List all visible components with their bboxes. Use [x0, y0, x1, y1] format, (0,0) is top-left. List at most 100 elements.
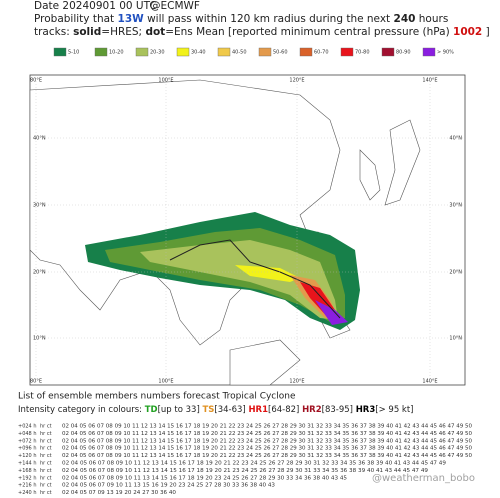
row-members: 02 04 05 06 07 08 09 10 11 13 14 15 16 1…: [62, 475, 347, 481]
legend-label: 30-40: [191, 50, 206, 56]
legend-label: 20-30: [150, 50, 165, 56]
row-tag: hr ct: [40, 446, 52, 452]
lon-label: 140°E: [422, 78, 437, 84]
lon-label: 80°E: [30, 379, 42, 385]
row-members: 02 04 05 06 07 08 09 10 11 12 13 14 15 1…: [62, 446, 472, 452]
t: will pass within 120 km radius during th…: [147, 13, 390, 25]
probability-field: [85, 212, 360, 330]
t: [34-63]: [214, 405, 245, 415]
lon-label: 120°E: [289, 379, 304, 385]
row-label: +168 h: [18, 468, 37, 474]
legend-label: 50-60: [273, 50, 288, 56]
legend-swatch: [340, 47, 354, 57]
legend: 5-10 10-20 20-30 30-40 40-50 50-60 60-70 70-80 8…: [53, 47, 454, 57]
row-tag: hr ct: [40, 431, 52, 437]
storm-id: 13W: [118, 13, 145, 25]
lon-label: 100°E: [158, 78, 173, 84]
row-tag: hr ct: [40, 438, 52, 444]
legend-swatch: [135, 47, 149, 57]
row-tag: hr ct: [40, 483, 52, 489]
lat-label: 20°N: [33, 270, 46, 276]
t: hours: [419, 13, 449, 25]
tracks-line: tracks: solid=HRES; dot=Ens Mean [report…: [34, 26, 490, 38]
row-members: 02 04 05 06 07 08 09 10 11 12 13 14 15 1…: [62, 431, 472, 437]
row-tag: hr ct: [40, 468, 52, 474]
footer-intensity: Intensity category in colours: TD[up to …: [18, 405, 414, 415]
hr3: HR3: [356, 405, 376, 415]
row-tag: hr ct: [40, 424, 52, 430]
legend-swatch: [299, 47, 313, 57]
lat-label: 20°N: [449, 270, 462, 276]
t: Probability that: [34, 13, 114, 25]
lat-label: 40°N: [449, 136, 462, 142]
row-label: +120 h: [18, 453, 37, 459]
hours: 240: [394, 13, 416, 25]
row-label: +192 h: [18, 475, 37, 481]
row-members: 02 04 05 06 07 08 09 10 11 12 13 14 15 1…: [62, 424, 472, 430]
date: Date 20240901 00 UTC: [34, 0, 157, 12]
legend-label: 40-50: [232, 50, 247, 56]
t: [64-82]: [268, 405, 299, 415]
t: ]: [486, 26, 490, 38]
hr2: HR2: [302, 405, 322, 415]
lat-label: 40°N: [33, 136, 46, 142]
t: solid: [73, 26, 101, 38]
row-tag: hr ct: [40, 453, 52, 459]
legend-label: 5-10: [68, 50, 79, 56]
row-label: +024 h: [18, 424, 37, 430]
t: =HRES;: [101, 26, 142, 38]
row-members: 02 04 05 06 07 09 10 11 13 15 16 19 20 2…: [62, 483, 275, 489]
t: tracks:: [34, 26, 70, 38]
t: dot: [145, 26, 165, 38]
row-members: 02 04 05 06 07 08 09 10 11 12 13 14 15 1…: [62, 438, 472, 444]
row-label: +096 h: [18, 446, 37, 452]
legend-label: 10-20: [109, 50, 124, 56]
legend-swatch: [422, 47, 436, 57]
legend-swatch: [176, 47, 190, 57]
t: [83-95]: [322, 405, 353, 415]
row-label: +144 h: [18, 461, 37, 467]
row-members: 02 04 05 06 07 08 09 10 11 12 13 14 15 1…: [62, 468, 428, 474]
t: Intensity category in colours:: [18, 405, 142, 415]
member-table: +024 h hr ct 02 04 05 06 07 08 09 10 11 12…: [18, 424, 472, 497]
legend-label: 80-90: [396, 50, 411, 56]
row-label: +216 h: [18, 483, 37, 489]
legend-swatch: [53, 47, 67, 57]
row-label: +048 h: [18, 431, 37, 437]
legend-label: > 90%: [437, 50, 454, 56]
row-label: +072 h: [18, 438, 37, 444]
ts: TS: [202, 405, 214, 415]
t: [up to 33]: [158, 405, 200, 415]
probability-line: Probability that 13W will pass within 12…: [34, 13, 448, 25]
td: TD: [145, 405, 158, 415]
legend-label: 60-70: [314, 50, 329, 56]
lon-label: 80°E: [30, 78, 42, 84]
pressure: 1002: [453, 26, 482, 38]
footer-line: List of ensemble members numbers forecas…: [18, 392, 296, 402]
t: [> 95 kt]: [375, 405, 413, 415]
legend-swatch: [217, 47, 231, 57]
row-members: 02 04 05 07 09 13 19 20 24 27 30 36 40: [62, 490, 176, 496]
row-tag: hr ct: [40, 475, 52, 481]
legend-swatch: [94, 47, 108, 57]
legend-swatch: [381, 47, 395, 57]
watermark: @weatherman_bobo: [372, 473, 475, 484]
source: @ECMWF: [150, 0, 200, 12]
row-tag: hr ct: [40, 490, 52, 496]
lat-label: 30°N: [33, 203, 46, 209]
row-members: 02 04 05 06 07 08 09 10 11 12 13 14 15 1…: [62, 453, 472, 459]
lon-label: 140°E: [422, 379, 437, 385]
row-members: 02 04 05 06 07 08 09 10 11 12 13 14 15 1…: [62, 461, 446, 467]
legend-swatch: [258, 47, 272, 57]
graticule: 80°E 80°E 100°E 100°E 120°E 120°E 140°E 140°E 40…: [30, 75, 465, 385]
lon-label: 120°E: [289, 78, 304, 84]
hr1: HR1: [248, 405, 268, 415]
row-tag: hr ct: [40, 461, 52, 467]
lat-label: 30°N: [449, 203, 462, 209]
lon-label: 100°E: [158, 379, 173, 385]
lat-label: 10°N: [449, 336, 462, 342]
t: =Ens Mean [reported minimum central pres…: [165, 26, 449, 38]
lat-label: 10°N: [33, 336, 46, 342]
